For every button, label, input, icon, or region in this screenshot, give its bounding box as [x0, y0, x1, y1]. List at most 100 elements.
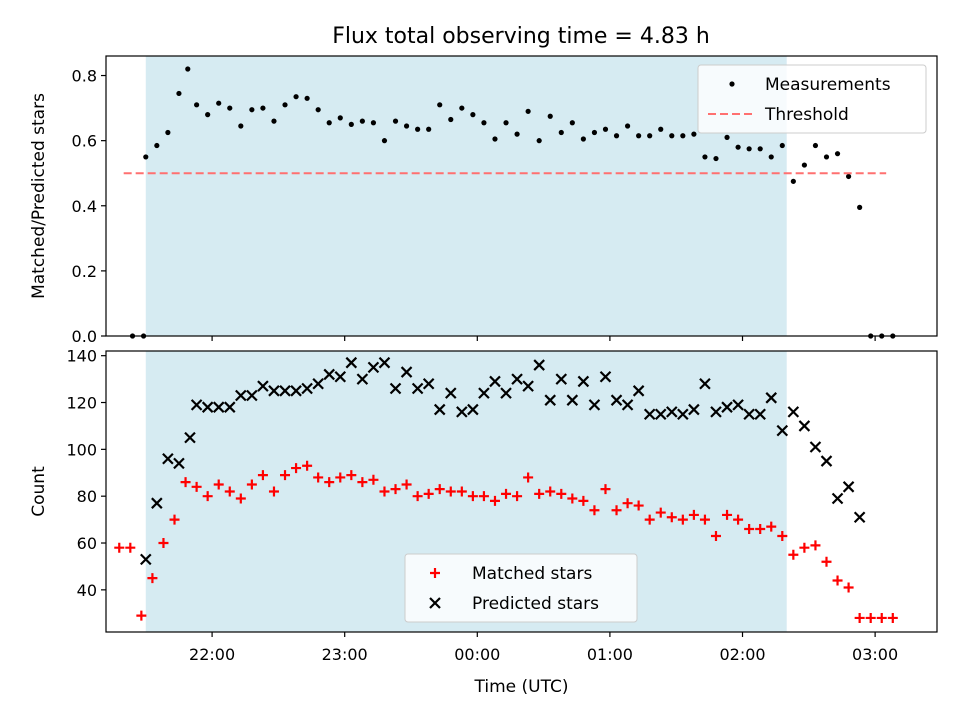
bottom-matched-stars-point	[202, 491, 213, 502]
bottom-matched-stars-point	[125, 542, 136, 553]
bottom-predicted-stars-point	[853, 511, 866, 524]
bottom-predicted-stars-point	[666, 406, 678, 418]
chart-title: Flux total observing time = 4.83 h	[332, 24, 710, 49]
top-measurements-point	[165, 129, 171, 136]
bottom-matched-stars-point	[213, 479, 224, 490]
top-y-tick-label: 0.4	[72, 197, 97, 216]
bottom-y-tick-label: 80	[77, 487, 97, 506]
bottom-matched-stars-point	[169, 514, 180, 525]
bottom-matched-stars-point	[666, 512, 677, 523]
bottom-x-tick-label: 22:00	[189, 645, 235, 664]
bottom-matched-stars-point	[114, 542, 125, 553]
bottom-matched-stars-point	[313, 472, 324, 483]
top-measurements-point	[459, 105, 465, 111]
bottom-predicted-stars-point	[257, 380, 269, 392]
top-measurements-point	[779, 142, 785, 149]
top-measurements-point	[724, 134, 730, 140]
bottom-predicted-stars-point	[820, 455, 833, 467]
bottom-legend-box	[404, 553, 638, 623]
top-measurements-point	[381, 138, 388, 144]
top-measurements-point	[227, 105, 233, 111]
top-measurements-point	[845, 173, 852, 180]
bottom-matched-stars-point	[534, 488, 545, 499]
bottom-matched-stars-point	[368, 474, 379, 485]
bottom-predicted-stars-point	[765, 392, 778, 404]
bottom-matched-stars-point	[600, 484, 611, 495]
top-legend-box	[697, 64, 927, 134]
bottom-matched-stars-point	[644, 514, 655, 525]
top-y-tick-label: 0.8	[72, 67, 97, 86]
top-observing-window-band	[145, 56, 787, 336]
bottom-legend-label-matched-stars: Matched stars	[472, 564, 592, 584]
top-measurements-point	[613, 133, 620, 139]
top-measurements-point	[790, 178, 796, 184]
top-measurements-point	[558, 129, 564, 136]
bottom-matched-stars-point	[257, 470, 268, 481]
top-measurements-point	[143, 154, 149, 160]
bottom-x-tick-label: 01:00	[587, 645, 633, 664]
top-measurements-point	[176, 90, 182, 97]
top-measurements-point	[525, 108, 531, 114]
top-measurements-point	[591, 129, 598, 136]
bottom-predicted-stars-point	[290, 385, 302, 397]
bottom-matched-stars-point	[379, 486, 390, 497]
top-measurements-point	[547, 113, 553, 119]
top-measurements-point	[669, 133, 675, 139]
bottom-predicted-stars-point	[588, 399, 601, 411]
top-panel: 0.0 0.2 0.4 0.6 0.8 Matched/Predicted stars Me…	[29, 55, 938, 346]
bottom-matched-stars-point	[545, 486, 556, 497]
bottom-predicted-stars-point	[577, 375, 590, 388]
bottom-predicted-stars-point	[599, 370, 612, 383]
bottom-predicted-stars-point	[632, 385, 645, 397]
bottom-matched-stars-point	[445, 486, 456, 497]
top-measurements-point	[315, 107, 321, 113]
bottom-matched-stars-point	[423, 488, 434, 499]
bottom-matched-stars-point	[744, 523, 755, 534]
bottom-matched-stars-point	[434, 484, 445, 495]
top-measurements-point	[691, 131, 697, 137]
bottom-predicted-stars-point	[500, 387, 512, 399]
bottom-predicted-stars-point	[246, 389, 258, 402]
bottom-predicted-stars-point	[710, 406, 722, 418]
bottom-matched-stars-point	[401, 479, 412, 490]
bottom-matched-stars-point	[655, 507, 666, 518]
bottom-matched-stars-point	[876, 612, 887, 623]
bottom-legend-marker-predicted-stars	[429, 597, 441, 609]
top-measurements-point	[392, 118, 399, 124]
bottom-matched-stars-point	[467, 491, 478, 502]
top-measurements-point	[857, 204, 863, 210]
bottom-x-tick-label: 23:00	[322, 645, 368, 664]
top-measurements-point	[823, 154, 830, 160]
bottom-y-axis-label: Count	[29, 466, 49, 517]
bottom-matched-stars-point	[578, 495, 589, 506]
bottom-predicted-stars-point	[444, 387, 457, 399]
bottom-matched-stars-point	[699, 514, 710, 525]
bottom-x-tick-label: 02:00	[719, 645, 765, 664]
top-measurements-point	[326, 120, 332, 126]
bottom-matched-stars-point	[799, 542, 810, 553]
bottom-matched-stars-point	[191, 481, 202, 492]
bottom-matched-stars-point	[567, 493, 578, 504]
top-measurements-point	[370, 120, 377, 126]
bottom-predicted-stars-point	[212, 401, 225, 413]
bottom-matched-stars-point	[280, 470, 291, 481]
top-measurements-point	[216, 100, 222, 106]
bottom-legend-label-predicted-stars: Predicted stars	[472, 594, 599, 614]
bottom-predicted-stars-point	[566, 394, 579, 406]
top-measurements-point	[194, 102, 200, 108]
bottom-predicted-stars-point	[345, 356, 358, 369]
bottom-matched-stars-point	[622, 498, 633, 509]
bottom-matched-stars-point	[722, 509, 733, 520]
bottom-matched-stars-point	[456, 486, 467, 497]
top-measurements-point	[680, 133, 686, 139]
bottom-matched-stars-point	[733, 514, 744, 525]
bottom-matched-stars-point	[324, 477, 335, 488]
top-measurements-point	[713, 155, 719, 162]
top-measurements-point	[492, 136, 498, 142]
bottom-predicted-stars-point	[268, 385, 280, 397]
bottom-predicted-stars-point	[621, 399, 634, 411]
top-measurements-point	[757, 146, 763, 152]
bottom-predicted-stars-point	[140, 553, 152, 566]
bottom-matched-stars-point	[766, 521, 777, 532]
